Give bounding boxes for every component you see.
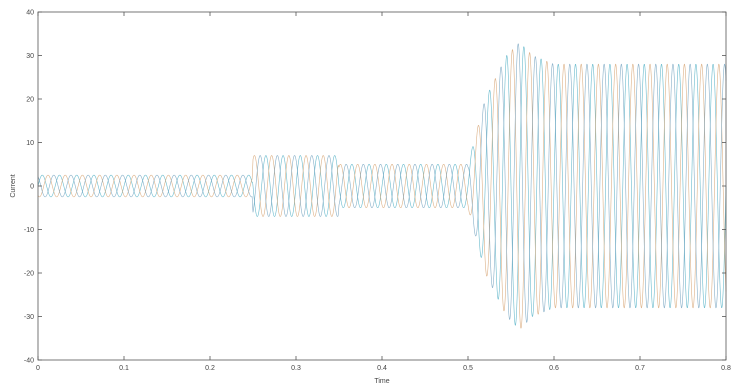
y-axis-ticks: -40 -30 -20 -10 0 10 20 30 40 [24, 10, 726, 365]
y-axis-label: Current [10, 174, 17, 197]
y-tick-label: -20 [24, 271, 34, 278]
y-tick-label: 40 [26, 10, 34, 17]
y-tick-label: -40 [24, 358, 34, 365]
x-tick-label: 0.7 [635, 365, 645, 372]
y-tick-label: 0 [30, 184, 34, 191]
x-axis-ticks: 0 0.1 0.2 0.3 0.4 0.5 0.6 0.7 0.8 [36, 12, 731, 372]
x-axis-label: Time [374, 378, 389, 385]
y-tick-label: 30 [26, 53, 34, 60]
y-tick-label: -30 [24, 314, 34, 321]
x-tick-label: 0.6 [549, 365, 559, 372]
series-line-1 [37, 46, 727, 326]
series-line-2 [37, 49, 727, 329]
x-tick-label: 0 [36, 365, 40, 372]
x-tick-label: 0.2 [205, 365, 215, 372]
x-tick-label: 0.1 [119, 365, 129, 372]
series-line-3 [37, 43, 727, 323]
y-tick-label: 10 [26, 140, 34, 147]
series-group [37, 43, 727, 329]
plot-area [37, 11, 727, 361]
x-tick-label: 0.8 [721, 365, 731, 372]
x-tick-label: 0.4 [377, 365, 387, 372]
x-tick-label: 0.3 [291, 365, 301, 372]
y-tick-label: 20 [26, 97, 34, 104]
y-tick-label: -10 [24, 227, 34, 234]
x-tick-label: 0.5 [463, 365, 473, 372]
